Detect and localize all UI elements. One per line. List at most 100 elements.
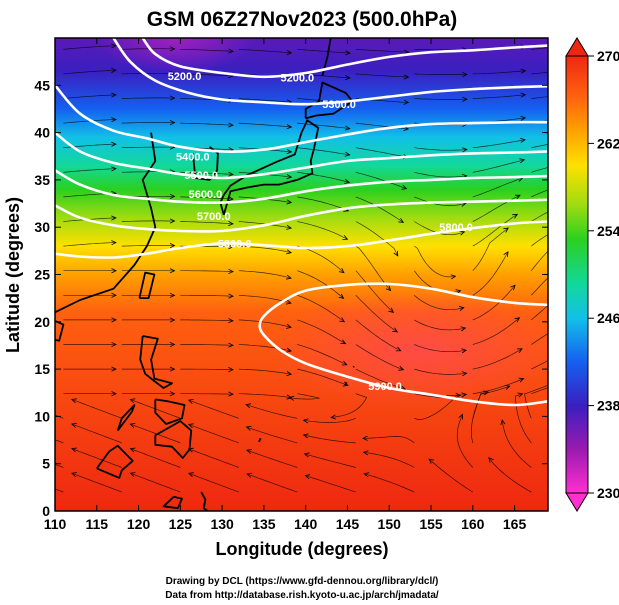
streamline-arrow: [286, 224, 293, 230]
streamline-arrow: [304, 474, 311, 480]
streamline-arrow: [286, 371, 293, 377]
y-tick-label: 20: [34, 314, 50, 330]
streamline: [355, 319, 401, 352]
streamline: [121, 72, 175, 75]
streamline: [414, 245, 456, 278]
streamline-arrow: [111, 166, 117, 172]
streamline: [246, 426, 298, 444]
colorbar-top-arrow: [565, 37, 589, 57]
streamline-arrow: [520, 92, 527, 98]
streamline-arrow: [342, 235, 349, 240]
streamline-arrow: [286, 323, 292, 329]
streamline-arrow: [169, 120, 176, 126]
streamline-arrow: [129, 472, 136, 477]
streamline-arrow: [395, 346, 402, 352]
coastline: [258, 437, 262, 443]
streamline-arrow: [169, 193, 176, 199]
streamline-arrow: [340, 339, 347, 345]
streamline: [245, 404, 298, 419]
streamline: [472, 194, 521, 222]
streamline: [297, 221, 348, 240]
streamline-arrow: [111, 268, 117, 274]
streamline-arrow: [169, 70, 176, 76]
streamline: [355, 171, 407, 189]
streamline-arrow: [187, 399, 194, 404]
streamline-arrow: [459, 230, 466, 236]
x-tick-label: 115: [85, 516, 108, 532]
streamline-arrow: [169, 46, 176, 52]
streamline: [331, 393, 368, 418]
streamline-arrow: [169, 268, 176, 274]
streamline: [238, 270, 292, 279]
streamline: [472, 70, 526, 75]
colorbar-tick-label: 270: [597, 48, 619, 64]
streamline-arrow: [246, 472, 253, 478]
streamline-arrow: [13, 423, 18, 427]
streamline: [63, 242, 116, 247]
streamline: [531, 167, 548, 173]
streamline: [238, 98, 292, 103]
streamline: [472, 251, 509, 296]
streamline-arrow: [245, 403, 252, 409]
streamline-arrow: [228, 122, 234, 128]
streamline-arrow: [330, 414, 336, 420]
colorbar: 230 238 246 254 262 270: [565, 37, 619, 512]
streamline-arrow: [169, 342, 176, 348]
y-tick-label: 30: [34, 219, 50, 235]
streamline-arrow: [228, 268, 234, 274]
streamline: [414, 171, 467, 178]
streamline: [414, 73, 467, 75]
streamline: [355, 73, 409, 78]
streamline: [472, 94, 526, 99]
streamline-arrow: [169, 218, 176, 224]
streamline: [414, 368, 467, 375]
streamline: [531, 234, 548, 247]
colorbar-tick-label: 262: [597, 135, 619, 151]
y-axis-label: Latitude (degrees): [3, 197, 23, 353]
y-tick-label: 15: [34, 361, 50, 377]
streamline: [238, 49, 292, 54]
contour-5400: [55, 84, 548, 153]
coastline: [138, 271, 156, 299]
streamline-arrow: [288, 395, 295, 401]
streamline-arrow: [13, 473, 18, 477]
streamline: [531, 143, 548, 149]
streamline: [180, 49, 234, 52]
streamline-arrow: [286, 49, 293, 56]
coastline: [96, 444, 134, 479]
streamline-arrow: [401, 184, 408, 190]
streamline-arrow: [228, 391, 234, 397]
streamline-arrow: [514, 194, 521, 200]
coastline: [139, 335, 173, 389]
streamline-arrow: [362, 450, 369, 456]
streamline-arrow: [428, 458, 434, 464]
colorbar-ticks: 230 238 246 254 262 270: [588, 48, 619, 501]
x-tick-label: 110: [44, 516, 67, 532]
colorbar-tick-label: 246: [597, 310, 619, 326]
streamline-arrow: [169, 317, 176, 323]
streamline: [355, 221, 399, 256]
streamline: [355, 344, 404, 371]
streamline-arrow: [510, 284, 516, 291]
streamline-arrow: [129, 423, 136, 428]
streamline-arrow: [228, 196, 234, 202]
streamline-arrow: [462, 147, 468, 153]
x-tick-label: 135: [252, 516, 276, 532]
coastline: [219, 119, 320, 216]
streamline-arrow: [462, 71, 468, 78]
streamline: [297, 49, 350, 54]
streamline: [531, 332, 548, 345]
streamline: [63, 45, 116, 50]
streamline: [472, 177, 523, 198]
streamline-arrow: [338, 293, 345, 299]
streamline-arrow: [503, 251, 509, 257]
y-axis: 0 5 10 15 20 25 30 35 40 45: [34, 77, 548, 519]
streamline: [531, 360, 548, 370]
streamline: [71, 472, 122, 493]
streamline: [121, 122, 175, 124]
streamline-arrow: [228, 244, 234, 250]
streamline-arrow: [403, 49, 410, 55]
warm-anomaly: [270, 290, 548, 410]
streamline: [297, 73, 350, 79]
